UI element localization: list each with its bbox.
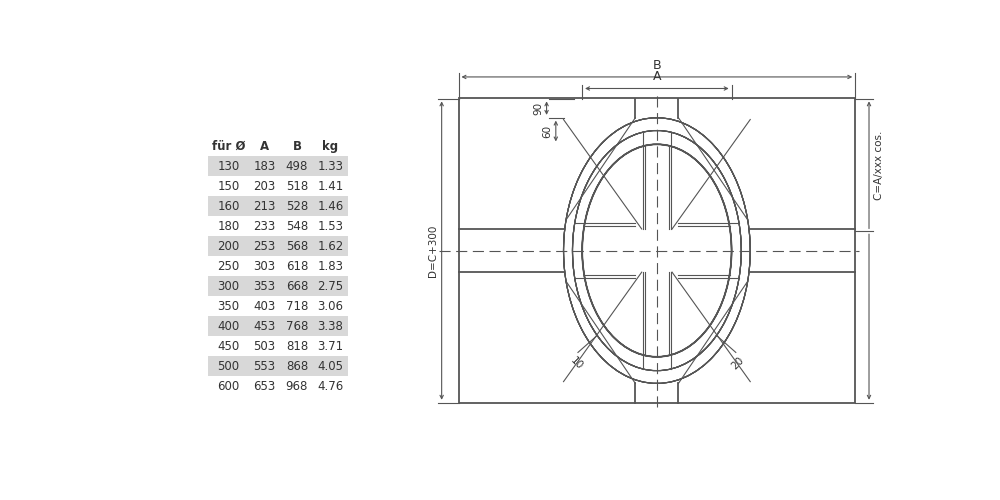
Text: 1.62: 1.62 — [317, 240, 344, 253]
Text: 668: 668 — [286, 280, 308, 293]
Text: 1.83: 1.83 — [317, 260, 343, 273]
Text: B: B — [653, 58, 661, 71]
Text: 60: 60 — [543, 124, 553, 138]
Text: 528: 528 — [286, 200, 308, 213]
Text: für Ø: für Ø — [212, 140, 245, 152]
Text: 568: 568 — [286, 240, 308, 253]
Text: 183: 183 — [253, 160, 276, 173]
Text: 653: 653 — [253, 380, 276, 393]
Text: 4.76: 4.76 — [317, 380, 344, 393]
Text: kg: kg — [322, 140, 338, 152]
Text: 450: 450 — [217, 340, 239, 353]
Bar — [208, 156, 348, 176]
Text: D=C+300: D=C+300 — [428, 224, 438, 277]
Text: 90: 90 — [533, 102, 543, 114]
Text: 403: 403 — [253, 300, 276, 313]
Text: 718: 718 — [286, 300, 308, 313]
Text: 353: 353 — [253, 280, 276, 293]
Text: 518: 518 — [286, 180, 308, 193]
Text: 20: 20 — [729, 356, 746, 372]
Text: 400: 400 — [217, 320, 239, 333]
Text: 1.41: 1.41 — [317, 180, 344, 193]
Text: 618: 618 — [286, 260, 308, 273]
Bar — [208, 316, 348, 336]
Text: 150: 150 — [217, 180, 239, 193]
Text: 10: 10 — [568, 356, 585, 372]
Text: 2.75: 2.75 — [317, 280, 343, 293]
Text: 968: 968 — [286, 380, 308, 393]
Bar — [208, 196, 348, 216]
Text: 600: 600 — [217, 380, 239, 393]
Text: 548: 548 — [286, 220, 308, 233]
Text: 3.71: 3.71 — [317, 340, 343, 353]
Text: 203: 203 — [253, 180, 276, 193]
Text: 300: 300 — [217, 280, 239, 293]
Text: C=A/xxx cos.: C=A/xxx cos. — [874, 130, 884, 200]
Text: 180: 180 — [217, 220, 239, 233]
Bar — [208, 236, 348, 256]
Text: 200: 200 — [217, 240, 239, 253]
Text: 553: 553 — [253, 360, 276, 373]
Text: 253: 253 — [253, 240, 276, 253]
Text: 303: 303 — [253, 260, 276, 273]
Text: 1.46: 1.46 — [317, 200, 344, 213]
Text: 4.05: 4.05 — [317, 360, 343, 373]
Text: A: A — [260, 140, 269, 152]
Text: 350: 350 — [217, 300, 239, 313]
Text: 868: 868 — [286, 360, 308, 373]
Text: 453: 453 — [253, 320, 276, 333]
Text: 500: 500 — [217, 360, 239, 373]
Text: 498: 498 — [286, 160, 308, 173]
Text: 250: 250 — [217, 260, 239, 273]
Text: A: A — [653, 70, 661, 83]
Text: 503: 503 — [253, 340, 276, 353]
Bar — [208, 356, 348, 376]
Text: 3.38: 3.38 — [317, 320, 343, 333]
Text: 1.53: 1.53 — [317, 220, 343, 233]
Bar — [459, 98, 855, 403]
Text: 768: 768 — [286, 320, 308, 333]
Text: 1.33: 1.33 — [317, 160, 343, 173]
Text: 213: 213 — [253, 200, 276, 213]
Text: 160: 160 — [217, 200, 240, 213]
Text: 818: 818 — [286, 340, 308, 353]
Text: 3.06: 3.06 — [317, 300, 343, 313]
Text: 233: 233 — [253, 220, 276, 233]
Text: B: B — [292, 140, 301, 152]
Bar — [208, 276, 348, 296]
Text: 130: 130 — [217, 160, 239, 173]
